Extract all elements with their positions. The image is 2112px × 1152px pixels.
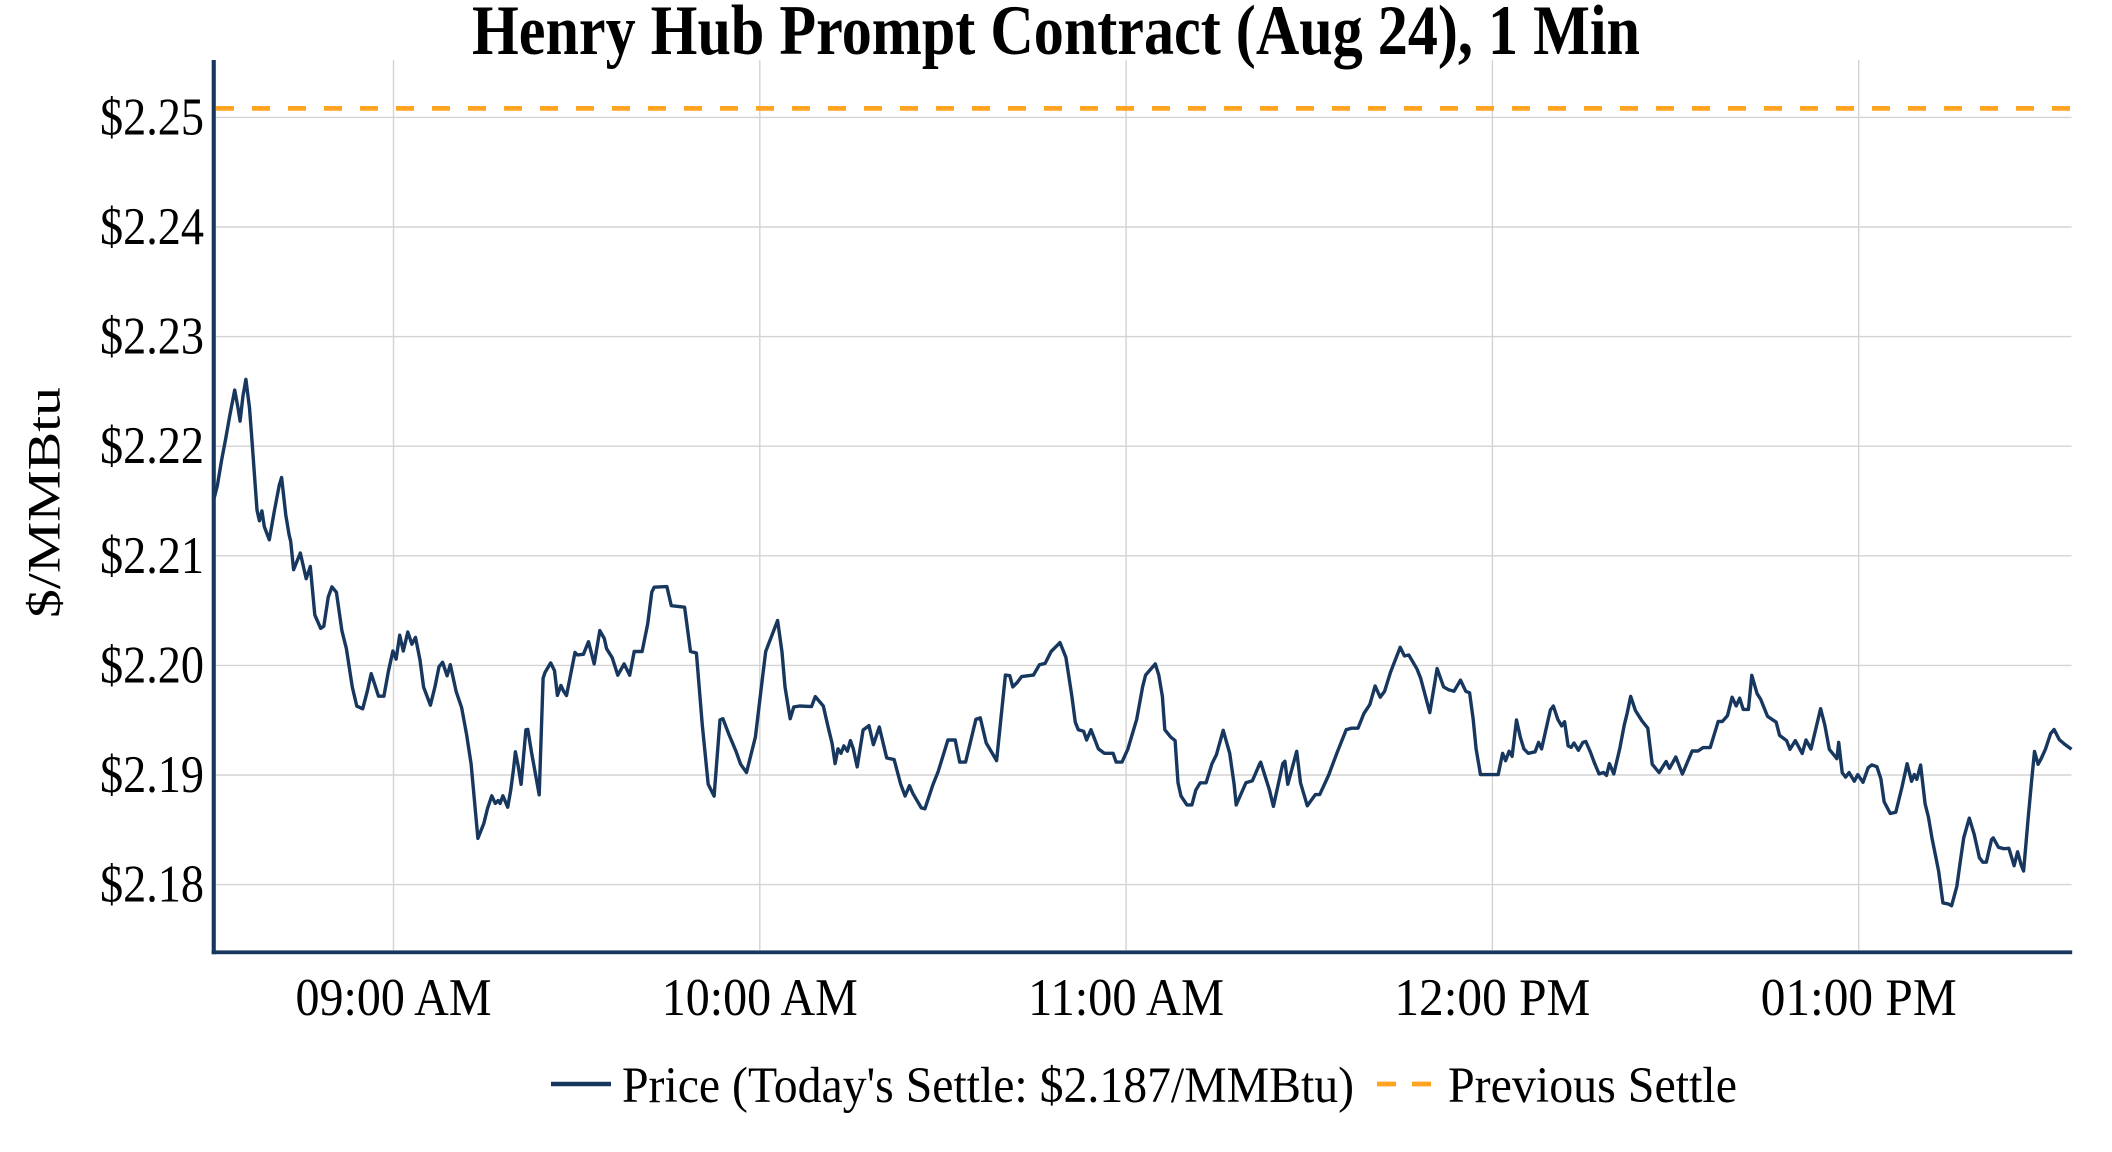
- svg-text:12:00 PM: 12:00 PM: [1394, 969, 1590, 1027]
- svg-text:$/MMBtu: $/MMBtu: [19, 387, 71, 618]
- svg-text:Henry Hub Prompt Contract (Aug: Henry Hub Prompt Contract (Aug 24), 1 Mi…: [472, 0, 1640, 70]
- svg-text:$2.23: $2.23: [100, 308, 204, 366]
- svg-text:$2.22: $2.22: [100, 417, 204, 475]
- svg-text:Price (Today's Settle: $2.187/: Price (Today's Settle: $2.187/MMBtu): [622, 1058, 1354, 1114]
- svg-text:09:00 AM: 09:00 AM: [296, 969, 492, 1027]
- svg-text:$2.21: $2.21: [100, 527, 204, 585]
- svg-text:Previous Settle: Previous Settle: [1448, 1058, 1737, 1114]
- svg-text:$2.18: $2.18: [100, 856, 204, 914]
- svg-text:11:00 AM: 11:00 AM: [1028, 969, 1224, 1027]
- svg-text:$2.25: $2.25: [100, 88, 204, 146]
- svg-text:01:00 PM: 01:00 PM: [1761, 969, 1957, 1027]
- svg-text:$2.24: $2.24: [100, 198, 204, 256]
- svg-text:10:00 AM: 10:00 AM: [662, 969, 858, 1027]
- svg-text:$2.19: $2.19: [100, 746, 204, 804]
- svg-text:$2.20: $2.20: [100, 636, 204, 694]
